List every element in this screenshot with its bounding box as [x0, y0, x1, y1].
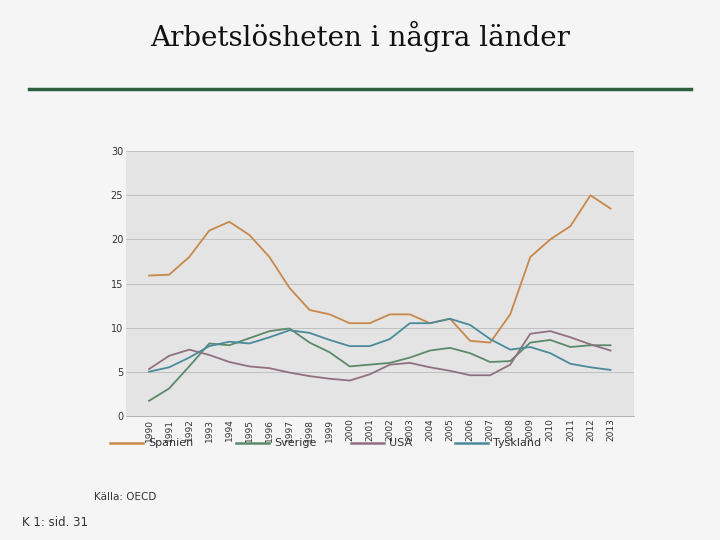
Text: Källa: OECD: Källa: OECD [94, 492, 156, 502]
Text: Arbetslösheten i några länder: Arbetslösheten i några länder [150, 22, 570, 52]
Text: Tyskland: Tyskland [493, 438, 541, 448]
Text: Spanien: Spanien [148, 438, 194, 448]
Text: K 1: sid. 31: K 1: sid. 31 [22, 516, 88, 530]
Text: USA: USA [389, 438, 413, 448]
Text: Sverige: Sverige [274, 438, 317, 448]
